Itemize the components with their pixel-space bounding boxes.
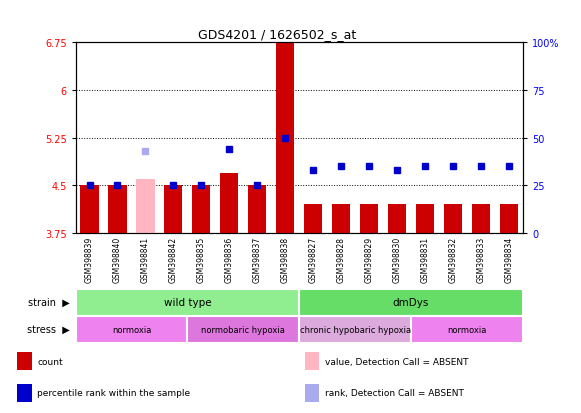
Bar bbox=[164, 186, 182, 233]
Bar bbox=[248, 186, 266, 233]
Text: GSM398831: GSM398831 bbox=[421, 236, 429, 282]
Text: GSM398837: GSM398837 bbox=[253, 236, 262, 282]
Text: strain  ▶: strain ▶ bbox=[28, 297, 70, 308]
Text: normobaric hypoxia: normobaric hypoxia bbox=[202, 325, 285, 334]
Bar bbox=[187, 316, 299, 343]
Text: normoxia: normoxia bbox=[112, 325, 151, 334]
Text: GSM398832: GSM398832 bbox=[449, 236, 457, 282]
Text: percentile rank within the sample: percentile rank within the sample bbox=[37, 389, 191, 397]
Text: GSM398830: GSM398830 bbox=[393, 236, 401, 282]
Bar bbox=[299, 289, 523, 316]
Bar bbox=[360, 205, 378, 233]
Text: chronic hypobaric hypoxia: chronic hypobaric hypoxia bbox=[300, 325, 411, 334]
Text: GSM398833: GSM398833 bbox=[476, 236, 486, 282]
Bar bbox=[80, 186, 99, 233]
Text: GSM398841: GSM398841 bbox=[141, 236, 150, 282]
Bar bbox=[500, 205, 518, 233]
Text: GSM398828: GSM398828 bbox=[336, 236, 346, 282]
Text: GSM398834: GSM398834 bbox=[504, 236, 514, 282]
Text: GSM398836: GSM398836 bbox=[225, 236, 234, 282]
Bar bbox=[332, 205, 350, 233]
Text: GSM398835: GSM398835 bbox=[197, 236, 206, 282]
Bar bbox=[388, 205, 406, 233]
Bar bbox=[305, 352, 320, 370]
Text: GSM398839: GSM398839 bbox=[85, 236, 94, 282]
Text: GSM398838: GSM398838 bbox=[281, 236, 290, 282]
Text: value, Detection Call = ABSENT: value, Detection Call = ABSENT bbox=[325, 357, 468, 366]
Text: dmDys: dmDys bbox=[393, 297, 429, 308]
Bar bbox=[192, 186, 210, 233]
Bar bbox=[17, 352, 32, 370]
Bar bbox=[137, 180, 155, 233]
Bar bbox=[304, 205, 322, 233]
Text: count: count bbox=[37, 357, 63, 366]
Text: GSM398842: GSM398842 bbox=[169, 236, 178, 282]
Bar bbox=[109, 186, 127, 233]
Bar bbox=[472, 205, 490, 233]
Text: GSM398840: GSM398840 bbox=[113, 236, 122, 282]
Bar bbox=[299, 316, 411, 343]
Bar bbox=[444, 205, 462, 233]
Bar bbox=[276, 43, 295, 233]
Bar bbox=[305, 384, 320, 402]
Bar bbox=[416, 205, 434, 233]
Text: wild type: wild type bbox=[164, 297, 211, 308]
Bar bbox=[17, 384, 32, 402]
Bar bbox=[76, 289, 299, 316]
Text: GSM398829: GSM398829 bbox=[365, 236, 374, 282]
Bar bbox=[411, 316, 523, 343]
Text: rank, Detection Call = ABSENT: rank, Detection Call = ABSENT bbox=[325, 389, 464, 397]
Title: GDS4201 / 1626502_s_at: GDS4201 / 1626502_s_at bbox=[198, 28, 356, 41]
Text: stress  ▶: stress ▶ bbox=[27, 324, 70, 335]
Bar bbox=[220, 173, 238, 233]
Text: normoxia: normoxia bbox=[447, 325, 487, 334]
Text: GSM398827: GSM398827 bbox=[309, 236, 318, 282]
Bar bbox=[76, 316, 187, 343]
